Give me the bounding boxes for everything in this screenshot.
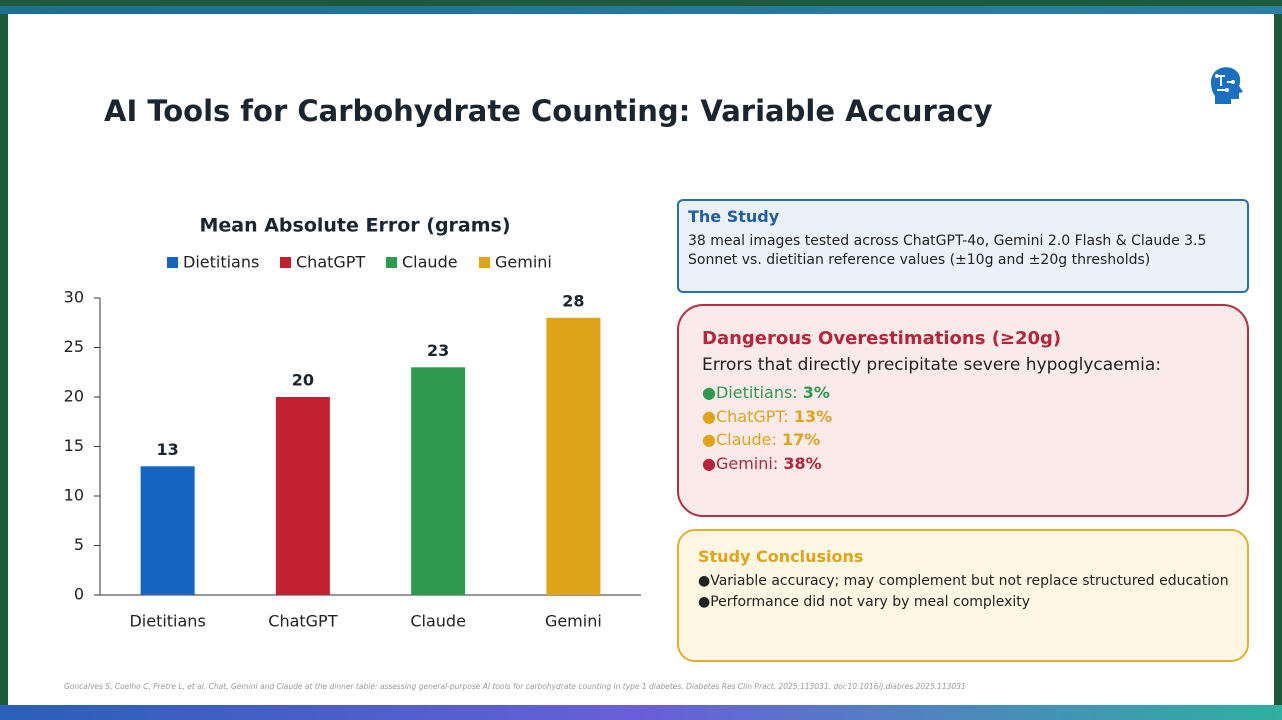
slide-title: AI Tools for Carbohydrate Counting: Vari…	[104, 94, 993, 128]
danger-item-value: 17%	[782, 430, 821, 449]
danger-list: ●Dietitians: 3% ●ChatGPT: 13% ●Claude: 17%…	[702, 381, 832, 475]
study-box: The Study 38 meal images tested across C…	[677, 199, 1249, 293]
legend-swatch	[479, 257, 490, 268]
danger-item-label: ●ChatGPT:	[702, 406, 789, 426]
danger-item-value: 13%	[793, 406, 833, 426]
x-tick-label: Gemini	[545, 612, 602, 631]
value-label: 28	[562, 291, 584, 310]
bottom-bar	[0, 705, 1282, 720]
legend-label: Dietitians	[183, 253, 259, 272]
legend-label: Gemini	[495, 253, 552, 272]
danger-item-value: 3%	[802, 383, 830, 402]
bar	[546, 317, 601, 595]
danger-item-label: ●Dietitians:	[702, 383, 798, 402]
top-bar	[0, 6, 1282, 14]
legend-swatch	[167, 257, 178, 268]
legend-swatch	[280, 257, 291, 268]
conclusion-item: ●Performance did not vary by meal comple…	[698, 594, 1031, 610]
chart-title: Mean Absolute Error (grams)	[199, 215, 510, 237]
bar	[411, 367, 466, 595]
danger-item: ●Dietitians: 3%	[702, 381, 832, 405]
value-label: 20	[292, 371, 314, 390]
conclusion-item: ●Variable accuracy; may complement but n…	[698, 573, 1229, 589]
y-tick-label: 15	[64, 436, 84, 455]
legend-label: Claude	[402, 253, 458, 272]
conclusions-title: Study Conclusions	[698, 547, 864, 566]
danger-box: Dangerous Overestimations (≥20g) Errors …	[677, 304, 1249, 517]
danger-item: ●Claude: 17%	[702, 428, 832, 452]
bar	[275, 397, 330, 595]
y-tick-label: 25	[64, 337, 84, 356]
x-tick-label: Dietitians	[129, 612, 205, 631]
y-tick-label: 20	[64, 387, 84, 406]
x-tick-label: Claude	[410, 612, 466, 631]
chart: Mean Absolute Error (grams) 0 5 10 15 20 25 30…	[64, 215, 641, 631]
danger-item-label: ●Gemini:	[702, 453, 779, 473]
legend-label: ChatGPT	[296, 253, 365, 272]
danger-item: ●Gemini: 38%	[702, 452, 832, 476]
danger-subtitle: Errors that directly precipitate severe …	[702, 355, 1162, 375]
danger-item-value: 38%	[783, 453, 822, 473]
study-title: The Study	[688, 207, 780, 226]
danger-item-label: ●Claude:	[702, 430, 777, 449]
x-tick-label: ChatGPT	[268, 612, 337, 631]
y-tick-label: 0	[74, 585, 84, 604]
brain-icon	[1211, 67, 1243, 104]
study-text: 38 meal images tested across ChatGPT-4o,…	[688, 233, 1207, 268]
y-tick-label: 5	[74, 535, 84, 554]
conclusions-list: ●Variable accuracy; may complement but n…	[698, 571, 1229, 613]
y-tick-label: 30	[64, 288, 84, 307]
danger-item: ●ChatGPT: 13%	[702, 405, 832, 429]
conclusions-box: Study Conclusions ●Variable accuracy; ma…	[677, 529, 1249, 662]
danger-title: Dangerous Overestimations (≥20g)	[702, 328, 1062, 349]
value-label: 13	[156, 440, 178, 459]
citation: Goncalves S, Coelho C, Pretre L, et al. …	[64, 682, 966, 691]
value-label: 23	[427, 341, 449, 360]
legend-swatch	[386, 257, 397, 268]
y-tick-label: 10	[64, 486, 84, 505]
bar	[140, 466, 195, 595]
